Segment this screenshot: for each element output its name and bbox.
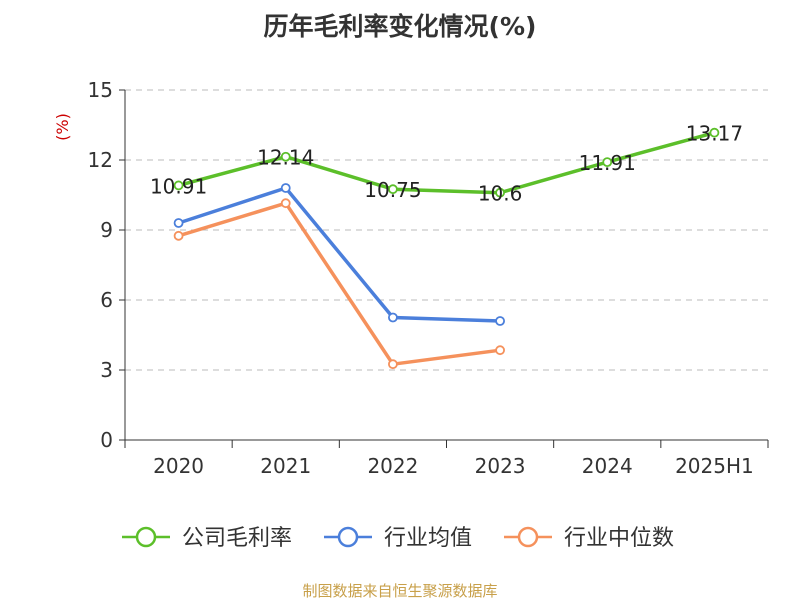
data-point-0-4 [602, 157, 613, 168]
y-tick-label: 3 [100, 358, 113, 382]
series-line-0 [176, 130, 717, 195]
data-point-0-2 [388, 184, 398, 195]
data-label: 10.6 [478, 182, 523, 206]
legend-marker [517, 526, 539, 548]
y-tick-label: 12 [88, 148, 113, 172]
data-label: 13.17 [686, 122, 743, 146]
y-axis-label: (%) [53, 113, 72, 141]
data-point-0-3 [495, 187, 505, 198]
x-tick-label: 2020 [153, 454, 204, 478]
x-tick-label: 2025H1 [675, 454, 754, 478]
legend-label: 行业均值 [384, 526, 472, 551]
data-point-2-2 [388, 359, 398, 370]
data-label: 10.91 [150, 174, 207, 198]
data-label: 10.75 [364, 178, 421, 202]
data-point-1-1 [280, 183, 291, 193]
x-tick-label: 2022 [367, 454, 418, 478]
data-point-1-2 [388, 312, 398, 323]
x-tick-label: 2021 [260, 454, 311, 478]
legend-item-2: 行业中位数 [504, 526, 674, 551]
series-line-2 [176, 201, 502, 366]
data-label: 12.14 [257, 146, 314, 170]
data-point-1-0 [173, 218, 184, 228]
y-tick-label: 9 [100, 218, 113, 242]
data-point-2-3 [495, 345, 505, 356]
x-tick-label: 2023 [475, 454, 526, 478]
grid-lines [125, 89, 768, 371]
y-tick-label: 0 [100, 428, 113, 452]
data-labels: 10.91 12.14 10.75 10.6 11.91 13.17 [150, 122, 743, 206]
legend-label: 公司毛利率 [182, 526, 292, 551]
legend: 公司毛利率 行业均值 行业中位数 [122, 526, 674, 551]
legend-item-1: 行业均值 [324, 526, 472, 551]
series-line-1 [176, 186, 502, 323]
legend-marker [135, 526, 157, 548]
axes: 0 3 6 9 12 15 2020 2021 2022 2023 2024 2025H1 [88, 78, 769, 478]
x-tick-label: 2024 [582, 454, 633, 478]
source-note: 制图数据来自恒生聚源数据库 [302, 582, 497, 600]
data-point-2-1 [280, 198, 291, 209]
data-label: 11.91 [579, 151, 636, 175]
series-layer [173, 127, 720, 370]
data-point-0-1 [280, 151, 291, 162]
y-tick-label: 15 [88, 78, 113, 102]
legend-label: 行业中位数 [564, 526, 674, 551]
data-point-1-3 [495, 316, 505, 326]
legend-item-0: 公司毛利率 [122, 526, 292, 551]
data-point-2-0 [173, 230, 184, 241]
legend-marker [337, 526, 359, 548]
data-point-0-0 [173, 180, 184, 191]
y-tick-label: 6 [100, 288, 113, 312]
chart-title: 历年毛利率变化情况(%) [264, 12, 537, 41]
data-point-0-5 [709, 127, 720, 138]
